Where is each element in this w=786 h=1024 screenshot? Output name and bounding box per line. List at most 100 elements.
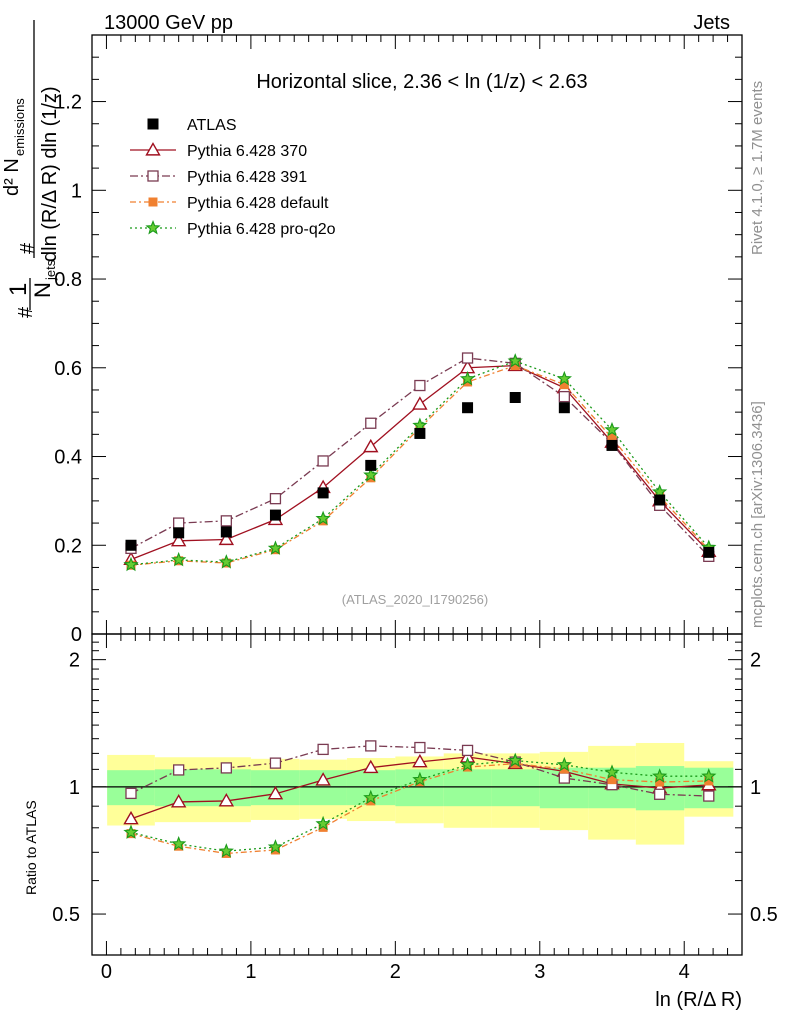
axis-ticks: 0 1 2 3 4 0 0.2 0.4 0.6 0.8 1 1.2 0.5 0.5 1 1 2 2: [52, 34, 778, 983]
legend-label-2: Pythia 6.428 391: [187, 169, 307, 186]
series-0-ratio-point-3: [267, 785, 284, 800]
rivet-version-label: Rivet 4.1.0, ≥ 1.7M events: [749, 81, 766, 255]
ratio-tick-label-2: 2: [69, 650, 80, 672]
series-3-point-8: [507, 353, 523, 368]
x-tick-label-0: 0: [101, 961, 112, 983]
series-1-ratio-point-0: [125, 787, 137, 800]
series-0-point-2: [218, 531, 235, 546]
atlas-point-12: [703, 546, 715, 558]
ylabel-numerator: d² N: [1, 158, 23, 196]
legend-label-0: ATLAS: [187, 117, 237, 134]
series-0-ratio-point-6: [412, 753, 428, 768]
band-inner-8: [491, 769, 540, 807]
series-3-ratio-point-10: [604, 764, 620, 779]
atlas-point-1: [173, 527, 185, 539]
ratio-tick-label-right-0.5: 0.5: [750, 904, 778, 926]
series-3-point-2: [218, 554, 234, 569]
y-tick-label-0.6: 0.6: [54, 358, 82, 380]
atlas-point-5: [365, 459, 377, 471]
series-3-point-5: [363, 467, 379, 482]
series-3-point-3: [267, 540, 284, 555]
plot-frames: [91, 34, 743, 956]
series-3-point-9: [556, 370, 572, 386]
series-3-point-10: [604, 421, 620, 437]
atlas-point-3: [269, 509, 281, 521]
series-0-ratio-point-0: [123, 810, 139, 825]
atlas-point-8: [509, 392, 521, 404]
ratio-uncertainty-bands: [107, 742, 734, 845]
legend-label-4: Pythia 6.428 pro-q2o: [187, 221, 336, 238]
series-line-main-3: [130, 360, 710, 566]
series-1-ratio-point-3: [269, 757, 282, 769]
legend-marker-0: [147, 118, 159, 130]
series-1-ratio-point-4: [317, 743, 329, 756]
series-3-ratio-point-0: [123, 824, 139, 839]
ylabel-hash-2: #: [17, 242, 39, 254]
series-3-ratio-point-6: [412, 771, 428, 787]
series-1-point-9: [558, 390, 570, 403]
ylabel-emissions: emissions: [12, 98, 27, 156]
series-3-ratio-point-2: [218, 843, 234, 858]
ylabel-one: 1: [5, 283, 32, 296]
y-tick-label-0.8: 0.8: [54, 269, 82, 291]
atlas-point-4: [317, 487, 329, 499]
legend-label-3: Pythia 6.428 default: [187, 195, 329, 212]
atlas-point-6: [414, 427, 426, 439]
atlas-point-7: [462, 402, 474, 414]
ylabel-jets: jets: [43, 259, 58, 281]
band-inner-7: [443, 769, 492, 807]
series-1-ratio-point-1: [173, 764, 185, 776]
mcplots-label: mcplots.cern.ch [arXiv:1306.3436]: [749, 401, 766, 628]
ylabel-hash-1: #: [15, 306, 37, 318]
main-y-axis-label: # 1 N jets # d² N emissions dln (R/Δ R) …: [1, 20, 61, 318]
legend-entry-4: Pythia 6.428 pro-q2o: [130, 219, 336, 238]
legend-entry-1: Pythia 6.428 370: [130, 142, 307, 160]
series-1-point-1: [173, 517, 185, 529]
legend: ATLAS Pythia 6.428 370 Pythia 6.428 391 Pyt…: [130, 117, 336, 238]
y-tick-label-0: 0: [71, 624, 82, 646]
analysis-watermark: (ATLAS_2020_I1790256): [342, 592, 488, 607]
legend-entry-0: ATLAS: [147, 117, 237, 134]
x-tick-label-4: 4: [679, 961, 690, 983]
atlas-point-11: [654, 494, 666, 506]
series-1-ratio-point-7: [461, 744, 474, 757]
atlas-point-0: [125, 539, 137, 551]
series-3-ratio-point-4: [315, 815, 331, 831]
series-line-main-0: [130, 364, 710, 561]
x-axis-label: ln (R/Δ R): [655, 989, 742, 1011]
ratio-tick-label-0.5: 0.5: [52, 904, 80, 926]
series-1-ratio-point-9: [558, 772, 570, 784]
legend-label-1: Pythia 6.428 370: [187, 143, 307, 160]
series-3-point-7: [459, 370, 476, 386]
ratio-tick-label-right-1: 1: [750, 777, 761, 799]
series-3-ratio-point-1: [171, 835, 187, 851]
series-0-ratio-point-5: [363, 759, 379, 774]
legend-marker-3: [148, 197, 158, 207]
legend-marker-4: [145, 219, 161, 235]
series-1-ratio-point-2: [220, 762, 232, 774]
legend-marker-2: [147, 170, 159, 182]
series-3-point-1: [171, 551, 187, 567]
series-layer: [123, 352, 717, 858]
y-tick-label-0.4: 0.4: [54, 447, 82, 469]
series-0-point-6: [412, 396, 428, 410]
series-3-ratio-point-5: [363, 789, 379, 805]
series-1-point-5: [365, 417, 377, 429]
series-1-point-2: [220, 515, 232, 527]
series-0-ratio-point-4: [315, 772, 331, 786]
x-tick-label-2: 2: [390, 961, 401, 983]
ratio-y-axis-label: Ratio to ATLAS: [23, 800, 39, 895]
series-1-ratio-point-12: [703, 790, 715, 802]
series-0-ratio-point-2: [218, 793, 235, 807]
atlas-points: [125, 392, 715, 558]
series-1-point-3: [269, 493, 282, 505]
series-1-ratio-point-5: [365, 740, 377, 752]
series-1-ratio-point-11: [654, 788, 666, 800]
legend-entry-3: Pythia 6.428 default: [130, 195, 329, 212]
series-3-ratio-point-7: [459, 756, 476, 772]
chart-title: Horizontal slice, 2.36 < ln (1/z) < 2.63: [256, 71, 587, 93]
legend-marker-1: [145, 142, 161, 156]
series-3-ratio-point-9: [556, 756, 572, 772]
series-0-point-5: [363, 438, 379, 453]
